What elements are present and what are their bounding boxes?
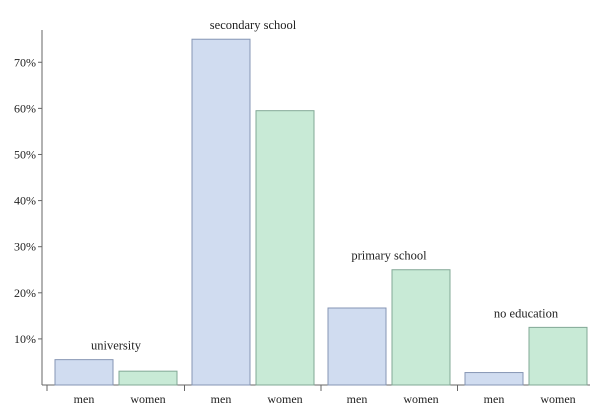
y-tick-label: 10% [14, 332, 36, 346]
bar-women [255, 110, 315, 386]
bar-men [464, 372, 524, 386]
x-category-label: women [540, 392, 575, 406]
x-category-label: men [74, 392, 95, 406]
group-label: university [91, 339, 142, 353]
y-tick-label: 50% [14, 147, 36, 161]
group-labels: university secondary school primary school… [91, 18, 559, 352]
bars [54, 38, 588, 386]
x-category-label: women [130, 392, 165, 406]
y-tick-label: 20% [14, 286, 36, 300]
y-tick-label: 40% [14, 194, 36, 208]
y-tick-label: 70% [14, 55, 36, 69]
x-category-label: men [211, 392, 232, 406]
group-label: no education [494, 306, 559, 320]
bar-women [391, 269, 451, 386]
y-tick-label: 60% [14, 101, 36, 115]
x-category-label: men [347, 392, 368, 406]
bar-women [118, 370, 178, 386]
bar-men [54, 359, 114, 386]
bar-women [528, 326, 588, 386]
y-axis: 10% 20% 30% 40% 50% 60% 70% [14, 30, 43, 385]
x-category-label: men [484, 392, 505, 406]
group-label: primary school [351, 249, 427, 263]
bar-men [191, 38, 251, 386]
y-tick-label: 30% [14, 240, 36, 254]
x-category-label: women [267, 392, 302, 406]
group-label: secondary school [210, 18, 297, 32]
x-category-label: women [403, 392, 438, 406]
bar-men [327, 307, 387, 386]
x-axis: men women men women men women men women [42, 384, 590, 406]
